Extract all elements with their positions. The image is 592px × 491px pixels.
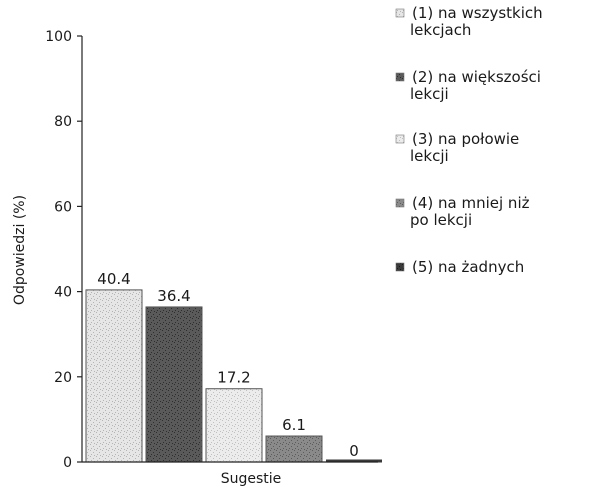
data-label-4: 6.1: [282, 416, 306, 434]
y-tick-label: 100: [45, 29, 72, 45]
legend-swatch-3: [395, 134, 405, 144]
legend-swatch-2: [395, 72, 405, 82]
legend-label-5: (5) na żadnych: [412, 258, 524, 276]
legend-label-3: (3) na połowie: [412, 130, 519, 148]
legend-label-4: (4) na mniej niż: [412, 194, 530, 212]
legend-swatch-1: [395, 8, 405, 18]
legend-swatch-4: [395, 198, 405, 208]
bars: [85, 289, 382, 463]
x-axis-label: Sugestie: [221, 471, 282, 487]
y-tick-label: 20: [54, 370, 72, 386]
y-axis-label: Odpowiedzi (%): [12, 195, 28, 305]
y-tick-label: 0: [63, 455, 72, 471]
data-label-1: 40.4: [97, 270, 130, 288]
legend-label-4: po lekcji: [410, 211, 472, 229]
legend-label-1: (1) na wszystkich: [412, 4, 543, 22]
bar-2: [145, 306, 203, 463]
legend-swatch-5: [395, 262, 405, 272]
data-label-2: 36.4: [157, 287, 190, 305]
legend-label-2: lekcji: [410, 85, 449, 103]
y-tick-label: 80: [54, 114, 72, 130]
y-tick-label: 40: [54, 285, 72, 301]
bar-1: [85, 289, 143, 463]
data-labels: 40.4 36.4 17.2 6.1 0: [97, 270, 358, 460]
data-label-3: 17.2: [217, 369, 250, 387]
legend-label-3: lekcji: [410, 147, 449, 165]
data-label-5: 0: [349, 442, 359, 460]
bar-4: [265, 435, 323, 463]
bar-3: [205, 388, 263, 463]
y-axis-ticks: 0 20 40 60 80 100: [45, 29, 82, 471]
legend-label-2: (2) na większości: [412, 68, 541, 86]
legend-label-1: lekcjach: [410, 21, 471, 39]
y-tick-label: 60: [54, 199, 72, 215]
